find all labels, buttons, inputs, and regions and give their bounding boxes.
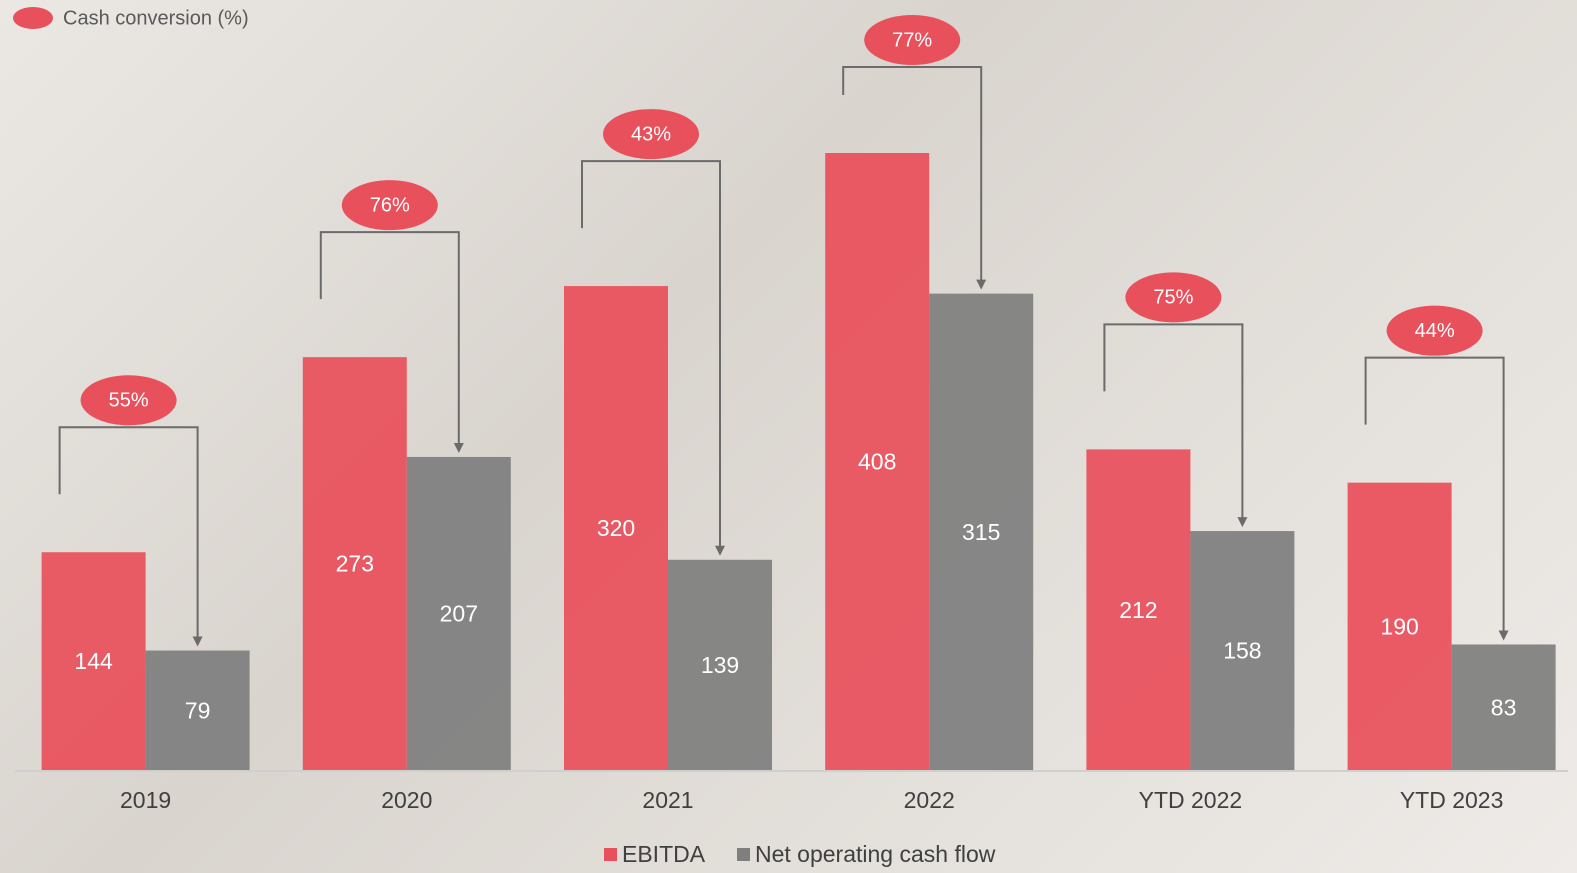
legend-label: EBITDA bbox=[622, 841, 706, 867]
legend-swatch bbox=[737, 848, 750, 861]
x-tick-label: 2021 bbox=[642, 787, 693, 813]
conversion-label: 55% bbox=[109, 390, 149, 412]
data-label: 320 bbox=[597, 515, 635, 541]
conversion-label: 76% bbox=[370, 194, 410, 216]
arrow-head bbox=[976, 280, 986, 290]
legend-swatch bbox=[13, 7, 53, 29]
data-label: 83 bbox=[1491, 694, 1517, 720]
data-label: 158 bbox=[1223, 638, 1261, 664]
data-label: 207 bbox=[440, 601, 478, 627]
data-label: 190 bbox=[1380, 613, 1418, 639]
data-label: 408 bbox=[858, 449, 896, 475]
data-label: 315 bbox=[962, 519, 1000, 545]
conversion-label: 77% bbox=[892, 29, 932, 51]
arrow-head bbox=[193, 637, 203, 647]
conversion-label: 75% bbox=[1153, 287, 1193, 309]
legend-swatch bbox=[604, 848, 617, 861]
x-tick-label: 2020 bbox=[381, 787, 432, 813]
x-tick-label: YTD 2023 bbox=[1400, 787, 1504, 813]
data-label: 273 bbox=[336, 551, 374, 577]
x-tick-label: 2019 bbox=[120, 787, 171, 813]
legend-label: Net operating cash flow bbox=[755, 841, 996, 867]
arrow-head bbox=[454, 443, 464, 453]
legend-label: Cash conversion (%) bbox=[63, 7, 249, 29]
conversion-label: 44% bbox=[1415, 320, 1455, 342]
x-tick-label: YTD 2022 bbox=[1139, 787, 1243, 813]
arrow-head bbox=[715, 546, 725, 556]
data-label: 79 bbox=[185, 697, 211, 723]
data-label: 139 bbox=[701, 652, 739, 678]
x-tick-label: 2022 bbox=[904, 787, 955, 813]
arrow-head bbox=[1237, 517, 1247, 527]
arrow-head bbox=[1499, 630, 1509, 640]
chart: Cash conversion (%) 2019 144 79 55% 2020 273 2… bbox=[0, 0, 1577, 873]
conversion-label: 43% bbox=[631, 123, 671, 145]
data-label: 212 bbox=[1119, 597, 1157, 623]
data-label: 144 bbox=[74, 648, 113, 674]
